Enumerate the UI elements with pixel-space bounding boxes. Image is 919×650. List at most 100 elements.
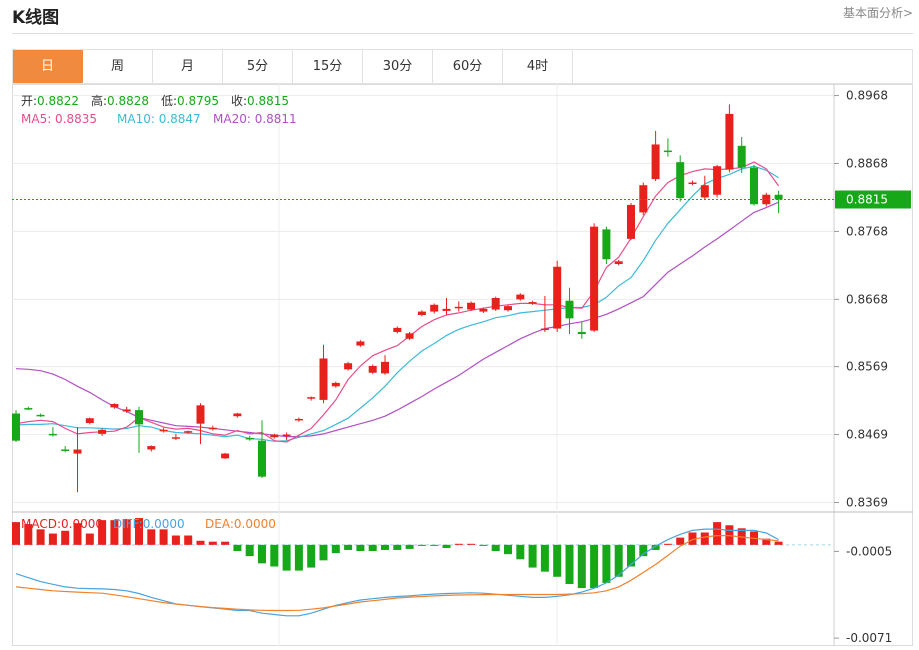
macd-histogram-bar bbox=[98, 520, 107, 545]
tab-15min[interactable]: 15分 bbox=[293, 50, 363, 83]
candle-body bbox=[774, 194, 783, 200]
candle-body bbox=[602, 229, 611, 260]
y-tick-label: 0.8668 bbox=[846, 292, 888, 306]
candle-body bbox=[270, 434, 279, 438]
tab-60min[interactable]: 60分 bbox=[433, 50, 503, 83]
macd-info-item: DEA:0.0000 bbox=[205, 517, 276, 531]
candle-body bbox=[12, 413, 20, 441]
candle-body bbox=[553, 266, 562, 329]
candle-body bbox=[479, 308, 488, 312]
candle-body bbox=[467, 302, 476, 310]
tab-month[interactable]: 月 bbox=[153, 50, 223, 83]
tab-4hour[interactable]: 4时 bbox=[503, 50, 573, 83]
candle-body bbox=[208, 427, 217, 430]
tab-week[interactable]: 周 bbox=[83, 50, 153, 83]
y-tick-label: 0.8469 bbox=[846, 428, 888, 442]
ma20-line bbox=[15, 201, 779, 438]
candle-body bbox=[528, 302, 537, 304]
candle-body bbox=[381, 361, 389, 374]
macd-info-item: DIFF:0.0000 bbox=[113, 517, 185, 531]
tab-day[interactable]: 日 bbox=[13, 50, 83, 83]
macd-histogram-bar bbox=[627, 544, 635, 567]
candle-body bbox=[614, 261, 623, 265]
candle-body bbox=[221, 453, 230, 459]
macd-histogram-bar bbox=[48, 533, 57, 545]
candle-body bbox=[356, 341, 365, 346]
ohlc-info-item: 开:0.8822 bbox=[21, 94, 79, 108]
page-title: K线图 bbox=[12, 8, 60, 28]
candle-body bbox=[688, 182, 697, 185]
candle-body bbox=[233, 413, 242, 417]
candle-body bbox=[61, 449, 70, 451]
candle-body bbox=[405, 333, 414, 339]
macd-histogram-bar bbox=[663, 543, 672, 545]
macd-histogram-bar bbox=[528, 544, 537, 568]
macd-histogram-bar bbox=[393, 544, 402, 550]
candle-body bbox=[135, 410, 143, 425]
macd-histogram-bar bbox=[639, 544, 648, 557]
candle-body bbox=[393, 327, 402, 332]
macd-histogram-bar bbox=[233, 544, 242, 552]
macd-histogram-bar bbox=[565, 544, 574, 584]
macd-histogram-bar bbox=[24, 524, 33, 545]
candle-body bbox=[24, 408, 33, 410]
y-tick-label: 0.8369 bbox=[846, 495, 888, 509]
macd-histogram-bar bbox=[454, 543, 463, 545]
ma-info-item: MA20: 0.8811 bbox=[213, 112, 297, 126]
candle-body bbox=[442, 308, 451, 311]
macd-histogram-bar bbox=[381, 544, 389, 550]
candle-body bbox=[258, 440, 266, 477]
current-price-label: 0.8815 bbox=[846, 192, 888, 206]
macd-info-item: MACD:0.0000 bbox=[21, 517, 103, 531]
macd-histogram-bar bbox=[196, 540, 205, 545]
macd-histogram-bar bbox=[122, 519, 131, 545]
y-tick-label: 0.8569 bbox=[846, 360, 888, 374]
macd-histogram-bar bbox=[36, 529, 45, 545]
candle-body bbox=[110, 403, 119, 408]
macd-histogram-bar bbox=[614, 544, 623, 577]
candle-body bbox=[565, 300, 574, 319]
kline-chart[interactable]: 0.8968 0.8868 0.8768 0.8668 0.8569 0.8469 0.83… bbox=[12, 84, 913, 646]
candle-body bbox=[540, 328, 549, 331]
ohlc-info-item: 高:0.8828 bbox=[91, 93, 149, 108]
candle-body bbox=[98, 429, 107, 434]
macd-histogram-bar bbox=[774, 541, 783, 545]
macd-histogram-bar bbox=[590, 544, 599, 589]
candle-body bbox=[85, 418, 94, 424]
tab-30min[interactable]: 30分 bbox=[363, 50, 433, 83]
dea-line bbox=[15, 535, 779, 612]
ma-info-item: MA10: 0.8847 bbox=[117, 112, 201, 126]
fundamental-analysis-link[interactable]: 基本面分析> bbox=[842, 6, 913, 20]
macd-histogram-bar bbox=[61, 530, 70, 545]
macd-histogram-bar bbox=[467, 543, 476, 545]
macd-histogram-bar bbox=[553, 544, 562, 577]
macd-histogram-bar bbox=[700, 532, 709, 545]
candle-body bbox=[491, 298, 500, 310]
ohlc-info-item: 收:0.8815 bbox=[231, 94, 289, 108]
y-tick-label: 0.8968 bbox=[846, 89, 888, 103]
candle-body bbox=[282, 434, 291, 437]
candle-body bbox=[417, 311, 426, 315]
header-bar: K线图 基本面分析> bbox=[0, 0, 919, 34]
candle-body bbox=[430, 304, 439, 312]
macd-histogram-bar bbox=[577, 544, 586, 589]
candle-body bbox=[627, 204, 635, 239]
macd-histogram-bar bbox=[344, 544, 353, 550]
kline-chart-area[interactable]: 0.8968 0.8868 0.8768 0.8668 0.8569 0.8469 0.83… bbox=[12, 84, 913, 646]
tab-5min[interactable]: 5分 bbox=[223, 50, 293, 83]
macd-histogram-bar bbox=[516, 544, 525, 560]
candle-body bbox=[639, 185, 648, 213]
ma-info-item: MA5: 0.8835 bbox=[21, 112, 97, 126]
macd-histogram-bar bbox=[135, 518, 143, 545]
y-tick-label: 0.8768 bbox=[846, 224, 888, 238]
candle-body bbox=[159, 429, 168, 432]
candle-body bbox=[294, 418, 303, 421]
macd-y-tick-label: -0.0071 bbox=[846, 631, 892, 645]
candle-body bbox=[713, 166, 722, 195]
macd-histogram-bar bbox=[282, 544, 291, 571]
ohlc-info-item: 低:0.8795 bbox=[161, 94, 219, 108]
candle-body bbox=[663, 150, 672, 153]
macd-histogram-bar bbox=[688, 532, 697, 545]
candle-body bbox=[331, 382, 340, 387]
macd-histogram-bar bbox=[479, 544, 488, 546]
